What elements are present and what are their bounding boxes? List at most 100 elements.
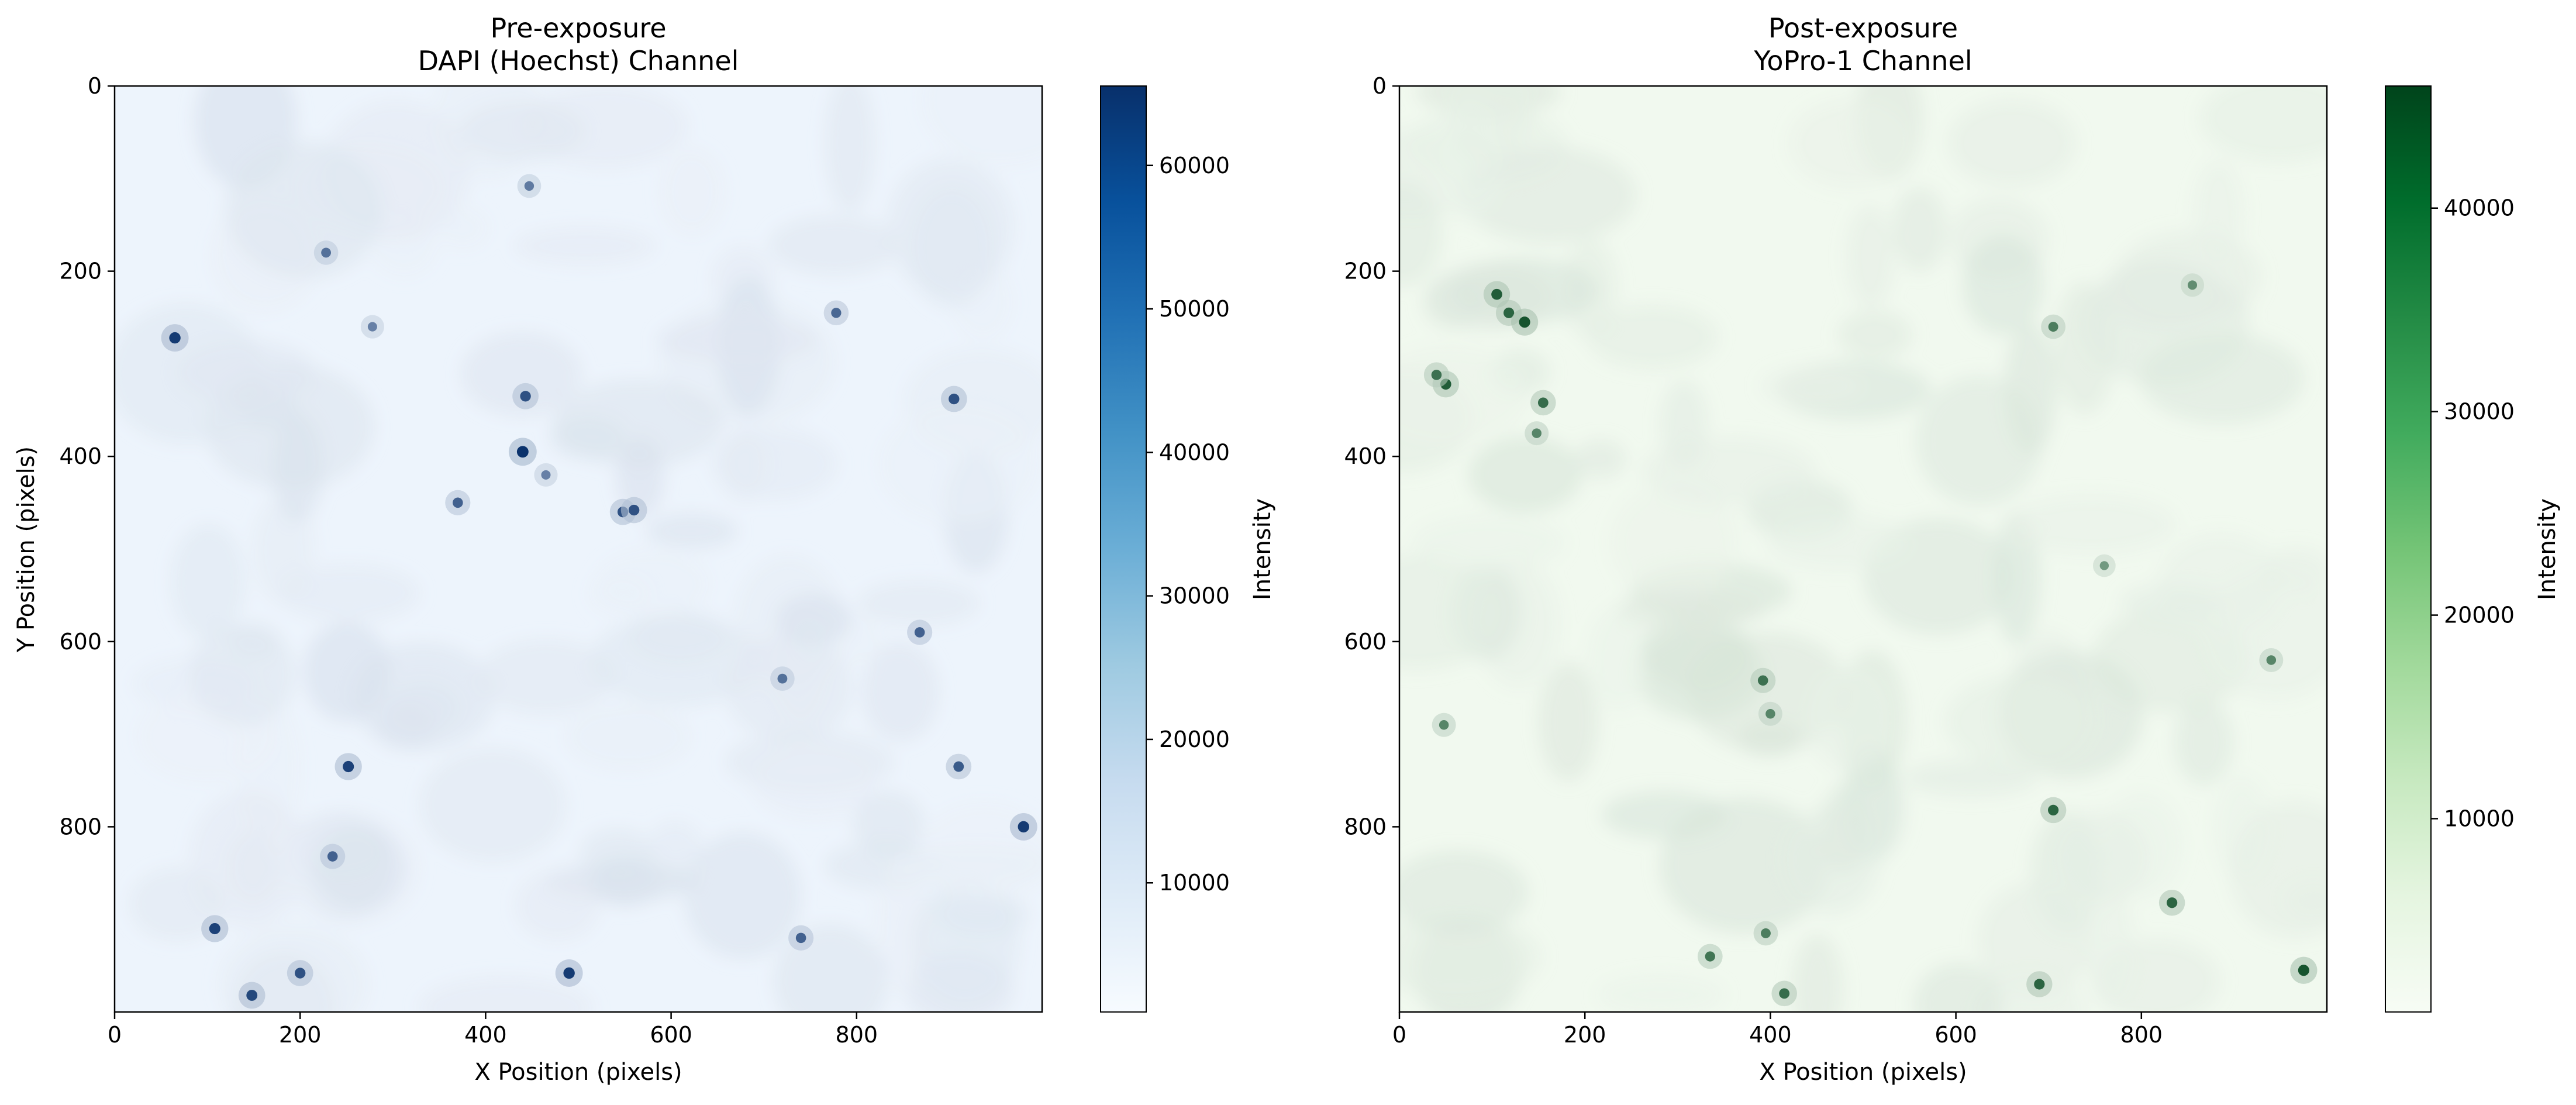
y-tick-label: 400 (59, 443, 102, 469)
bright-spot (777, 673, 788, 684)
texture-blob (1461, 146, 1636, 243)
texture-blob (1611, 484, 1738, 600)
y-tick-label: 800 (59, 814, 102, 839)
chart-title-pre: Pre-exposure (490, 12, 666, 44)
bright-spot (541, 470, 551, 480)
bright-spot (1757, 675, 1768, 686)
bright-spot (343, 760, 354, 773)
texture-blob (1945, 676, 2096, 768)
x-axis-ticks-pre: 0 200 400 600 800 (108, 1012, 878, 1048)
texture-blob (712, 428, 837, 500)
texture-blob (2086, 881, 2134, 1008)
x-tick-label: 800 (2120, 1022, 2163, 1048)
colorbar-pre (1100, 85, 1147, 1013)
texture-blob (2194, 160, 2243, 266)
texture-blob (596, 550, 709, 618)
texture-blob (189, 624, 296, 726)
chart-subtitle-pre: DAPI (Hoechst) Channel (418, 45, 739, 77)
bright-spot (1018, 821, 1030, 833)
texture-blob (894, 845, 1042, 886)
texture-blob (591, 855, 660, 907)
heatmap-spots-pre (161, 174, 1037, 1009)
texture-blob (1399, 915, 1541, 997)
y-axis-ticks-pre: 0 200 400 600 800 (59, 73, 115, 839)
bright-spot (2034, 979, 2045, 990)
bright-spot (246, 990, 258, 1001)
texture-blob (1588, 607, 1650, 710)
colorbar-tick-label: 10000 (2444, 805, 2515, 831)
texture-blob (1446, 86, 1535, 161)
colorbar-ticks-post: 10000 20000 30000 40000 (2431, 195, 2515, 831)
texture-blob (1598, 975, 1724, 1012)
texture-blob (374, 702, 437, 749)
texture-blob (2053, 811, 2149, 904)
heatmap-panel-post-exposure: Post-exposure YoPro-1 Channel 0 200 400 600… (1344, 12, 2561, 1086)
x-tick-label: 200 (279, 1022, 322, 1048)
bright-spot (2099, 561, 2109, 570)
texture-blob (1602, 791, 1727, 839)
x-tick-label: 200 (1564, 1022, 1606, 1048)
texture-blob (130, 868, 224, 941)
chart-subtitle-post: YoPro-1 Channel (1753, 45, 1972, 77)
plot-frame-pre (113, 85, 1043, 1013)
colorbar-tick-label: 20000 (1159, 727, 1230, 752)
texture-blob (1618, 588, 1764, 631)
bright-spot (949, 393, 960, 405)
texture-blob (177, 341, 315, 405)
bright-spot (169, 332, 181, 344)
colorbar-tick-label: 40000 (1159, 439, 1230, 465)
texture-blob (2203, 568, 2327, 699)
colorbar-tick-label: 50000 (1159, 296, 1230, 322)
texture-blob (1538, 662, 1598, 782)
bright-spot (516, 446, 529, 458)
plot-frame-post (1398, 85, 2328, 1013)
colorbar-label-post: Intensity (2534, 498, 2561, 600)
bright-spot (1503, 307, 1515, 318)
colorbar-tick-label: 40000 (2444, 195, 2515, 221)
texture-blob (459, 101, 585, 161)
texture-blob (1412, 515, 1564, 570)
colorbar-post (2385, 85, 2432, 1013)
texture-blob (628, 611, 730, 663)
x-tick-label: 800 (836, 1022, 878, 1048)
bright-spot (520, 391, 531, 402)
x-tick-label: 400 (1749, 1022, 1792, 1048)
texture-blob (1838, 310, 1912, 359)
bright-spot (628, 504, 640, 516)
bright-spot (1532, 428, 1542, 438)
texture-blob (2230, 801, 2327, 938)
texture-blob (769, 216, 900, 275)
texture-blob (1963, 235, 2044, 335)
texture-blob (657, 317, 819, 363)
heatmap-texture-post (1399, 86, 2327, 1012)
texture-blob (661, 149, 724, 235)
y-axis-label-pre: Y Position (pixels) (13, 446, 40, 653)
texture-blob (1761, 367, 1864, 405)
texture-blob (1640, 611, 1750, 693)
texture-blob (2174, 700, 2234, 785)
texture-blob (911, 879, 1019, 1007)
x-tick-label: 600 (1934, 1022, 1977, 1048)
bright-spot (367, 322, 377, 332)
bright-spot (1779, 988, 1790, 999)
texture-blob (1847, 205, 1894, 308)
y-tick-label: 400 (1344, 443, 1387, 469)
texture-blob (616, 437, 664, 517)
heatmap-panel-pre-exposure: Pre-exposure DAPI (Hoechst) Channel 0 200… (13, 12, 1276, 1086)
texture-blob (1660, 380, 1708, 469)
bright-spot (321, 247, 332, 258)
texture-blob (2284, 881, 2327, 921)
y-tick-label: 600 (59, 629, 102, 655)
chart-title-post: Post-exposure (1768, 12, 1958, 44)
texture-blob (2120, 583, 2227, 621)
texture-blob (1468, 436, 1582, 513)
bright-spot (2266, 655, 2277, 665)
texture-blob (1904, 760, 2038, 796)
texture-blob (922, 86, 1042, 165)
y-tick-label: 200 (1344, 259, 1387, 284)
y-tick-label: 200 (59, 259, 102, 284)
bright-spot (1761, 928, 1771, 938)
texture-blob (1587, 305, 1718, 369)
colorbar-label-pre: Intensity (1249, 498, 1276, 600)
